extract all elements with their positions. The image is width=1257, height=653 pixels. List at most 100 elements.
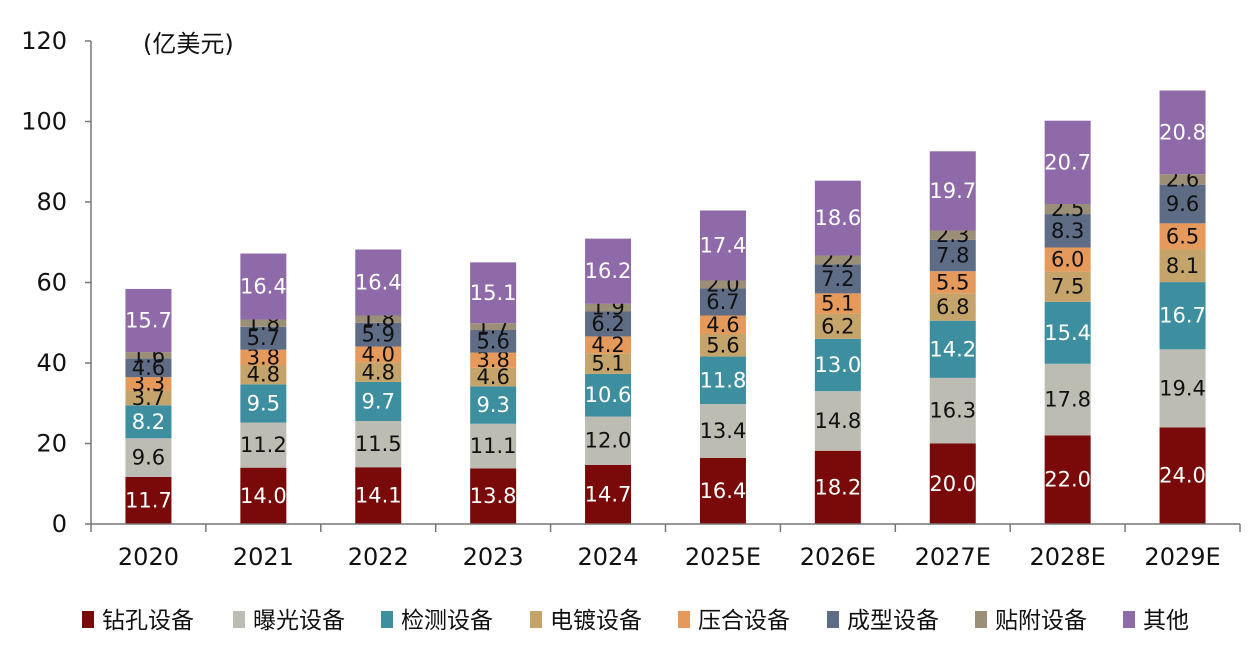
bar-segment	[355, 249, 402, 316]
bar-segment	[125, 288, 172, 353]
legend-entry: 电镀设备	[550, 608, 642, 634]
bar-segment	[240, 326, 287, 350]
legend-swatch	[530, 611, 542, 628]
bar-segment	[470, 386, 517, 424]
y-tick-label: 60	[36, 269, 67, 297]
data-label: 18.2	[814, 475, 861, 499]
data-label: 5.1	[821, 292, 854, 316]
bar-segment	[240, 422, 287, 468]
legend-entry: 钻孔设备	[102, 608, 194, 634]
bar-segment	[699, 280, 746, 289]
bar-segment	[814, 450, 861, 524]
data-label: 4.0	[362, 343, 395, 367]
bar-segment	[1044, 214, 1091, 248]
bar-segment	[929, 320, 976, 378]
y-tick-label: 0	[52, 510, 67, 538]
bar-segment	[1159, 349, 1206, 428]
x-tick-label: 2024	[578, 543, 639, 571]
bar-segment	[240, 319, 287, 327]
bar-segment	[125, 405, 172, 439]
bar-segment	[470, 262, 517, 324]
legend-swatch	[233, 611, 245, 628]
x-tick-label: 2020	[118, 543, 179, 571]
bar-segment	[470, 423, 517, 469]
data-label: 9.3	[476, 393, 509, 417]
bar-segment	[355, 362, 402, 382]
data-label: 8.1	[1166, 254, 1199, 278]
bar-segment	[355, 322, 402, 347]
bar-segment	[1159, 249, 1206, 283]
bar-segment	[240, 467, 287, 524]
data-label: 15.4	[1044, 321, 1091, 345]
bar-segment	[125, 377, 172, 391]
data-label: 6.8	[936, 295, 969, 319]
y-tick-label: 80	[36, 188, 67, 216]
data-label: 4.8	[247, 363, 280, 387]
x-tick-label: 2029E	[1144, 543, 1220, 571]
bar-segment	[814, 180, 861, 256]
data-label: 4.8	[362, 360, 395, 384]
data-label: 9.5	[247, 391, 280, 415]
legend-swatch	[827, 611, 839, 628]
data-label: 5.7	[247, 326, 280, 350]
data-label: 4.2	[591, 333, 624, 357]
data-label: 14.2	[929, 337, 976, 361]
bar-segment	[585, 353, 632, 374]
y-tick-label: 100	[21, 108, 67, 136]
data-label: 5.6	[706, 333, 739, 357]
legend-swatch	[1123, 611, 1135, 628]
data-label: 6.2	[821, 314, 854, 338]
data-label: 16.2	[585, 259, 632, 283]
bar-segment	[699, 315, 746, 335]
bar-segment	[125, 438, 172, 477]
data-label: 16.4	[700, 479, 747, 503]
data-label: 16.3	[929, 399, 976, 423]
bar-segment	[1159, 223, 1206, 250]
data-label: 6.7	[706, 290, 739, 314]
legend-swatch	[975, 611, 987, 628]
plot-area: 11.79.68.23.73.34.61.615.714.011.29.54.8…	[125, 90, 1206, 524]
bar-segment	[929, 230, 976, 240]
legend: 钻孔设备 曝光设备 检测设备 电镀设备 压合设备 成型设备 贴附设备 其他	[82, 608, 1189, 634]
bar-segment	[125, 352, 172, 359]
data-label: 17.8	[1044, 388, 1091, 412]
bar-segment	[929, 377, 976, 444]
data-label: 6.2	[591, 312, 624, 336]
legend-entry: 检测设备	[401, 608, 493, 634]
bar-segment	[125, 390, 172, 406]
y-tick-label: 120	[21, 27, 67, 55]
bar-segment	[240, 365, 287, 385]
data-label: 22.0	[1044, 468, 1091, 492]
bar-segment	[814, 313, 861, 339]
bar-segment	[814, 264, 861, 294]
bar-segment	[929, 443, 976, 524]
data-label: 16.4	[240, 275, 287, 299]
data-label: 14.1	[355, 484, 402, 508]
bar-segment	[1159, 90, 1206, 175]
data-label: 20.7	[1044, 150, 1091, 174]
bar-segment	[240, 349, 287, 366]
bar-segment	[585, 336, 632, 354]
data-label: 9.7	[362, 389, 395, 413]
unit-label: (亿美元)	[143, 30, 234, 58]
bar-segment	[699, 356, 746, 405]
bar-segment	[585, 416, 632, 465]
data-label: 20.8	[1159, 120, 1206, 144]
data-label: 8.3	[1051, 219, 1084, 243]
data-label: 4.6	[706, 313, 739, 337]
bar-segment	[585, 464, 632, 524]
bar-segment	[470, 323, 517, 330]
data-label: 11.1	[470, 434, 517, 458]
data-label: 15.7	[125, 309, 172, 333]
data-label: 20.0	[929, 472, 976, 496]
data-label: 7.5	[1051, 275, 1084, 299]
data-label: 19.7	[929, 179, 976, 203]
bar-segment	[470, 352, 517, 368]
data-label: 13.8	[470, 484, 517, 508]
bar-segment	[929, 151, 976, 231]
x-tick-label: 2027E	[915, 543, 991, 571]
bar-segment	[585, 303, 632, 312]
data-label: 8.2	[132, 410, 165, 434]
bar-segment	[470, 468, 517, 524]
